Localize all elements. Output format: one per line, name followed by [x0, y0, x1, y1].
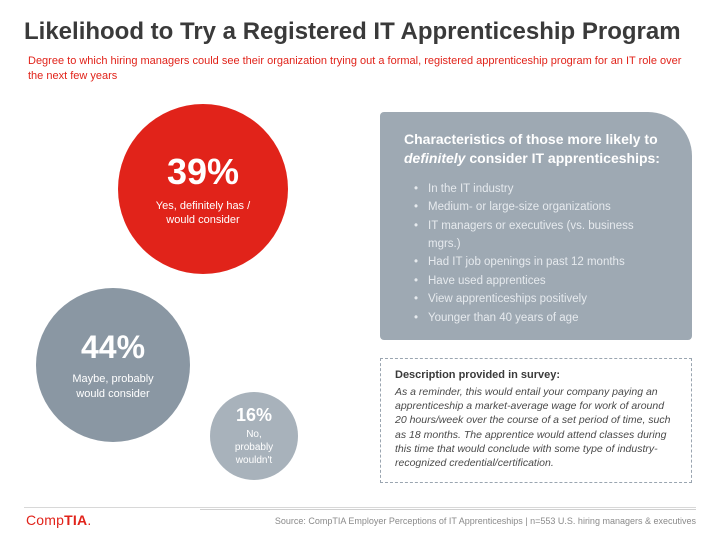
- characteristics-item: Had IT job openings in past 12 months: [414, 253, 668, 271]
- bubble-maybe-value: 44%: [81, 329, 145, 366]
- logo-part2: TIA: [64, 512, 87, 528]
- characteristics-list: In the IT industryMedium- or large-size …: [404, 180, 668, 327]
- bubble-no: 16% No,probablywouldn't: [210, 392, 298, 480]
- description-panel: Description provided in survey: As a rem…: [380, 358, 692, 483]
- characteristics-item: Have used apprentices: [414, 272, 668, 290]
- characteristics-heading: Characteristics of those more likely to …: [404, 130, 668, 168]
- characteristics-item: IT managers or executives (vs. business …: [414, 217, 668, 254]
- bubble-maybe-label: Maybe, probablywould consider: [72, 372, 153, 401]
- bubble-maybe: 44% Maybe, probablywould consider: [36, 288, 190, 442]
- page-subtitle: Degree to which hiring managers could se…: [28, 54, 688, 84]
- characteristics-item: In the IT industry: [414, 180, 668, 198]
- characteristics-panel: Characteristics of those more likely to …: [380, 112, 692, 340]
- bubble-definitely-label: Yes, definitely has /would consider: [156, 199, 250, 228]
- comptia-logo: CompTIA.: [26, 512, 91, 528]
- bubble-definitely-value: 39%: [167, 151, 239, 193]
- characteristics-item: Younger than 40 years of age: [414, 309, 668, 327]
- bubble-definitely: 39% Yes, definitely has /would consider: [118, 104, 288, 274]
- footer-rule: [24, 507, 696, 508]
- description-body: As a reminder, this would entail your co…: [395, 385, 677, 470]
- characteristics-heading-em: definitely: [404, 150, 465, 166]
- characteristics-heading-post: consider IT apprenticeships:: [465, 150, 660, 166]
- characteristics-heading-pre: Characteristics of those more likely to: [404, 131, 658, 147]
- bubble-no-label: No,probablywouldn't: [235, 428, 273, 467]
- page-title: Likelihood to Try a Registered IT Appren…: [24, 18, 681, 46]
- description-heading: Description provided in survey:: [395, 369, 677, 381]
- characteristics-item: View apprenticeships positively: [414, 290, 668, 308]
- bubble-no-value: 16%: [236, 405, 272, 426]
- source-footer: Source: CompTIA Employer Perceptions of …: [200, 509, 696, 526]
- characteristics-item: Medium- or large-size organizations: [414, 198, 668, 216]
- logo-part1: Comp: [26, 512, 64, 528]
